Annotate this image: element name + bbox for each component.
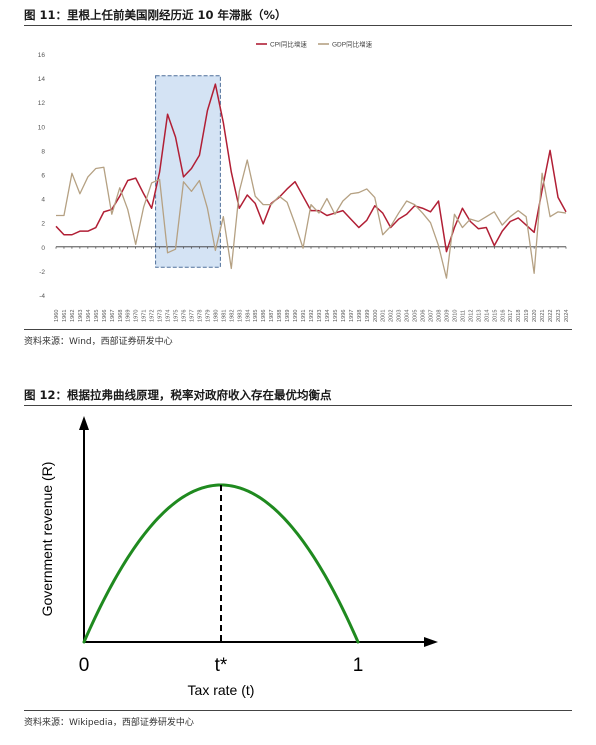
x-tick-label: 1997 xyxy=(349,310,355,322)
x-tick-label: 2014 xyxy=(484,310,490,322)
x-tick-label: 2018 xyxy=(516,310,522,322)
x-tick-label: 2006 xyxy=(421,310,427,322)
y-tick-label: -2 xyxy=(39,269,45,276)
figure-12-source: 资料来源：Wikipedia，西部证券研发中心 xyxy=(24,718,194,728)
cpi-series-line xyxy=(55,83,567,253)
x-axis-arrowhead xyxy=(424,637,438,647)
x-tick-label: 1994 xyxy=(325,310,331,322)
x-tick-zero: 0 xyxy=(79,655,90,676)
x-tick-label: 2019 xyxy=(524,310,530,322)
figure-11-bottom-rule xyxy=(24,329,572,330)
x-tick-label: 1966 xyxy=(102,310,108,322)
y-tick-label: 8 xyxy=(41,148,45,155)
laffer-curve-chart: 0 t* 1 Tax rate (t) Government revenue (R) xyxy=(39,416,438,698)
x-tick-label: 1986 xyxy=(261,310,267,322)
x-tick-label: 2012 xyxy=(468,310,474,322)
x-tick-label: 1996 xyxy=(341,310,347,322)
x-tick-label: 1998 xyxy=(357,310,363,322)
y-tick-label: 14 xyxy=(38,76,46,83)
x-tick-label: 2001 xyxy=(381,310,387,322)
y-tick-label: 4 xyxy=(41,197,45,204)
x-tick-label: 2007 xyxy=(429,310,435,322)
x-tick-label: 2023 xyxy=(556,310,562,322)
y-tick-label: 6 xyxy=(41,173,45,180)
y-tick-label: 12 xyxy=(38,100,46,107)
x-tick-label: 1980 xyxy=(213,310,219,322)
x-tick-label: 1999 xyxy=(365,310,371,322)
x-tick-label: 2003 xyxy=(397,310,403,322)
x-tick-label: 1975 xyxy=(174,310,180,322)
x-tick-label: 1969 xyxy=(126,310,132,322)
x-tick-label: 2004 xyxy=(405,310,411,322)
x-tick-label: 2020 xyxy=(532,310,538,322)
x-tick-t-star: t* xyxy=(215,655,228,676)
x-tick-label: 1974 xyxy=(166,310,172,322)
legend-label: GDP同比增速 xyxy=(332,40,373,49)
figure-11-top-rule xyxy=(24,25,572,26)
x-tick-label: 1984 xyxy=(245,310,251,322)
x-tick-label: 1962 xyxy=(70,310,76,322)
x-tick-label: 1972 xyxy=(150,310,156,322)
figure-11-source: 资料来源：Wind，西部证券研发中心 xyxy=(24,337,173,347)
x-tick-label: 1993 xyxy=(317,310,323,322)
x-tick-label: 1971 xyxy=(142,310,148,322)
x-tick-label: 2009 xyxy=(444,310,450,322)
x-tick-label: 2022 xyxy=(548,310,554,322)
x-tick-label: 1978 xyxy=(197,310,203,322)
x-tick-label: 1991 xyxy=(301,310,307,322)
x-tick-label: 1989 xyxy=(285,310,291,322)
x-tick-label: 1963 xyxy=(78,310,84,322)
x-tick-label: 2005 xyxy=(413,310,419,322)
figure-11-title: 图 11：里根上任前美国刚经历近 10 年滞胀（%） xyxy=(24,8,287,22)
x-tick-label: 1964 xyxy=(86,310,92,322)
x-tick-label: 1976 xyxy=(182,310,188,322)
x-tick-label: 2008 xyxy=(437,310,443,322)
x-tick-label: 1990 xyxy=(293,310,299,322)
x-tick-label: 2017 xyxy=(508,310,514,322)
x-tick-label: 1981 xyxy=(221,310,227,322)
x-tick-label: 1988 xyxy=(277,310,283,322)
y-axis-label: Government revenue (R) xyxy=(39,462,55,617)
figure-12-top-rule xyxy=(24,405,572,406)
x-tick-label: 1961 xyxy=(62,310,68,322)
x-tick-label: 2013 xyxy=(476,310,482,322)
x-tick-label: 1979 xyxy=(205,310,211,322)
y-tick-label: 2 xyxy=(41,221,45,228)
y-tick-label: 16 xyxy=(38,52,46,59)
x-tick-label: 1987 xyxy=(269,310,275,322)
x-axis-label: Tax rate (t) xyxy=(188,682,255,698)
x-tick-label: 1977 xyxy=(189,310,195,322)
x-tick-label: 1970 xyxy=(134,310,140,322)
x-tick-label: 2021 xyxy=(540,310,546,322)
x-tick-label: 1967 xyxy=(110,310,116,322)
x-tick-label: 2002 xyxy=(389,310,395,322)
x-tick-label: 1965 xyxy=(94,310,100,322)
x-tick-one: 1 xyxy=(353,655,364,676)
x-tick-label: 1968 xyxy=(118,310,124,322)
x-tick-label: 1995 xyxy=(333,310,339,322)
y-axis-arrowhead xyxy=(79,416,89,430)
x-tick-label: 2000 xyxy=(373,310,379,322)
y-tick-label: 0 xyxy=(41,245,45,252)
x-tick-label: 1985 xyxy=(253,310,259,322)
x-tick-label: 2011 xyxy=(460,310,466,322)
x-tick-label: 2015 xyxy=(492,310,498,322)
x-tick-label: 2024 xyxy=(564,310,570,322)
y-tick-label: -4 xyxy=(39,293,45,300)
x-tick-label: 1973 xyxy=(158,310,164,322)
x-tick-label: 2016 xyxy=(500,310,506,322)
gdp-series-line xyxy=(56,159,567,279)
x-tick-label: 1992 xyxy=(309,310,315,322)
figure-12-title: 图 12：根据拉弗曲线原理，税率对政府收入存在最优均衡点 xyxy=(24,388,332,402)
x-tick-label: 1960 xyxy=(54,310,60,322)
y-tick-label: 10 xyxy=(38,124,46,131)
figure-12-bottom-rule xyxy=(24,710,572,711)
legend-label: CPI同比增速 xyxy=(270,40,307,49)
x-tick-label: 2010 xyxy=(452,310,458,322)
x-tick-label: 1982 xyxy=(229,310,235,322)
x-tick-label: 1983 xyxy=(237,310,243,322)
